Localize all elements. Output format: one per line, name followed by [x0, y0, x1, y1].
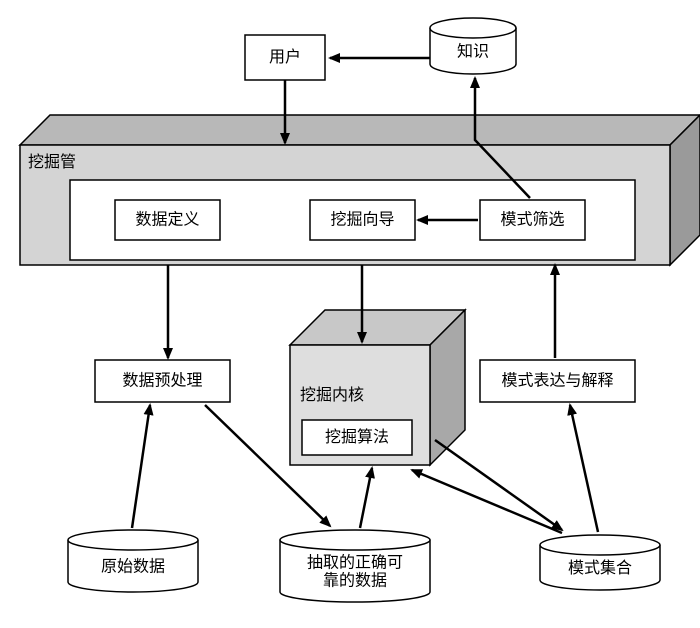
cylinder-knowledge-label: 知识 [457, 43, 489, 61]
node-algorithm: 挖掘算法 [302, 420, 412, 455]
pipe-label: 挖掘管 [28, 153, 76, 171]
node-data-def: 数据定义 [115, 200, 220, 240]
cylinder-raw-data-label: 原始数据 [101, 558, 165, 576]
edge-pattern_set-to-kernel [412, 470, 562, 533]
cylinder-raw-data: 原始数据 [68, 530, 198, 592]
kernel-label: 挖掘内核 [300, 386, 364, 404]
cylinder-pattern-set-label: 模式集合 [568, 559, 632, 577]
cylinder-extracted-label: 抽取的正确可 [307, 554, 403, 572]
node-filter: 模式筛选 [480, 200, 585, 240]
node-preprocess: 数据预处理 [95, 360, 230, 402]
node-algorithm-label: 挖掘算法 [325, 427, 389, 446]
edge-extracted-to-kernel [360, 468, 372, 528]
node-guide-label: 挖掘向导 [330, 211, 394, 229]
pipe-block: 挖掘管 [20, 115, 700, 265]
edge-kernel-to-pattern_set [435, 440, 562, 530]
node-data-def-label: 数据定义 [135, 211, 199, 229]
cylinder-extracted-label: 靠的数据 [323, 572, 387, 590]
node-user: 用户 [245, 35, 325, 80]
cylinder-extracted: 抽取的正确可靠的数据 [280, 530, 430, 602]
node-express: 模式表达与解释 [480, 360, 635, 402]
node-filter-label: 模式筛选 [500, 210, 564, 229]
diagram-canvas: 挖掘管 挖掘内核 用户数据定义挖掘向导模式筛选数据预处理模式表达与解释挖掘算法 … [0, 0, 700, 628]
cylinder-pattern-set: 模式集合 [540, 535, 660, 590]
cylinder-knowledge: 知识 [430, 18, 516, 74]
edge-raw_data-to-preprocess [132, 405, 150, 528]
edge-pattern_set-to-express [570, 405, 598, 532]
node-preprocess-label: 数据预处理 [122, 372, 202, 390]
node-user-label: 用户 [269, 48, 301, 66]
node-guide: 挖掘向导 [310, 200, 415, 240]
node-express-label: 模式表达与解释 [501, 372, 613, 390]
